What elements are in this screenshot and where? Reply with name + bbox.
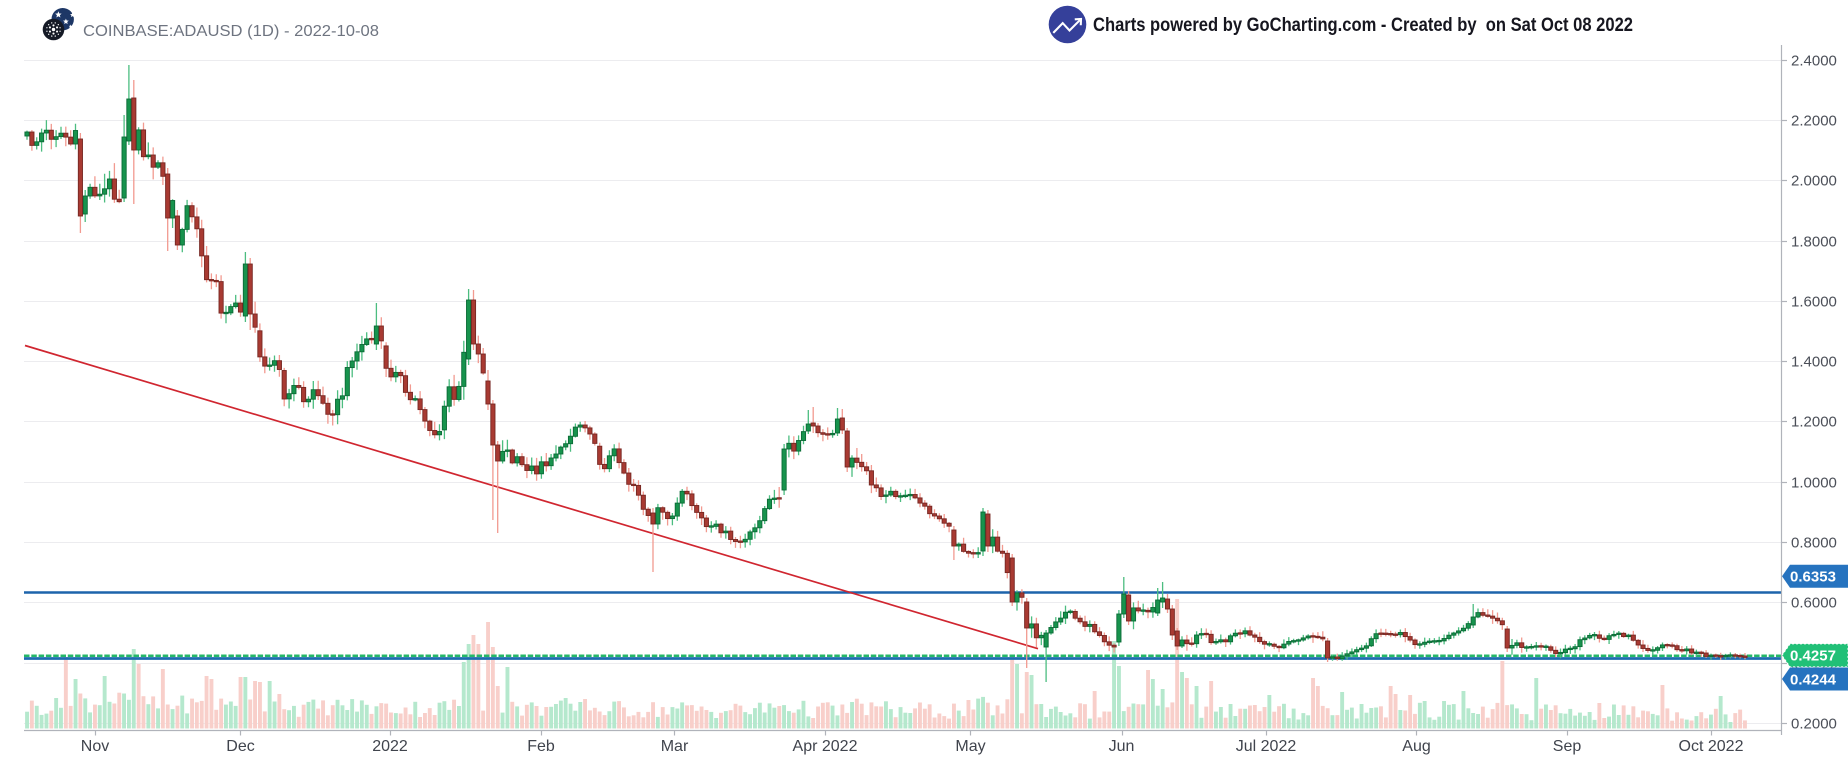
svg-text:0.6353: 0.6353 [1790, 569, 1836, 586]
svg-text:2.0000: 2.0000 [1791, 173, 1837, 190]
svg-text:2022: 2022 [372, 738, 408, 755]
svg-text:Apr 2022: Apr 2022 [793, 738, 858, 755]
svg-text:0.4257: 0.4257 [1790, 648, 1836, 665]
svg-text:1.8000: 1.8000 [1791, 234, 1837, 251]
svg-text:Dec: Dec [226, 738, 254, 755]
svg-text:0.6000: 0.6000 [1791, 595, 1837, 612]
svg-text:1.4000: 1.4000 [1791, 354, 1837, 371]
svg-text:0.2000: 0.2000 [1791, 716, 1837, 733]
svg-text:COINBASE:ADAUSD (1D) - 2022-10: COINBASE:ADAUSD (1D) - 2022-10-08 [83, 23, 379, 40]
svg-text:Mar: Mar [661, 738, 689, 755]
svg-text:Charts powered by GoCharting.c: Charts powered by GoCharting.com - Creat… [1093, 14, 1633, 36]
svg-text:Aug: Aug [1402, 738, 1430, 755]
svg-text:May: May [955, 738, 985, 755]
svg-text:0.4244: 0.4244 [1790, 671, 1837, 688]
svg-text:Oct 2022: Oct 2022 [1679, 738, 1744, 755]
svg-text:0.8000: 0.8000 [1791, 535, 1837, 552]
svg-text:Nov: Nov [81, 738, 109, 755]
svg-text:Jun: Jun [1109, 738, 1135, 755]
svg-text:Jul 2022: Jul 2022 [1236, 738, 1297, 755]
svg-text:1.6000: 1.6000 [1791, 294, 1837, 311]
svg-text:2.2000: 2.2000 [1791, 113, 1837, 130]
svg-text:2.4000: 2.4000 [1791, 53, 1837, 70]
svg-text:Feb: Feb [527, 738, 555, 755]
svg-text:1.0000: 1.0000 [1791, 475, 1837, 492]
svg-text:Sep: Sep [1553, 738, 1582, 755]
svg-text:1.2000: 1.2000 [1791, 414, 1837, 431]
